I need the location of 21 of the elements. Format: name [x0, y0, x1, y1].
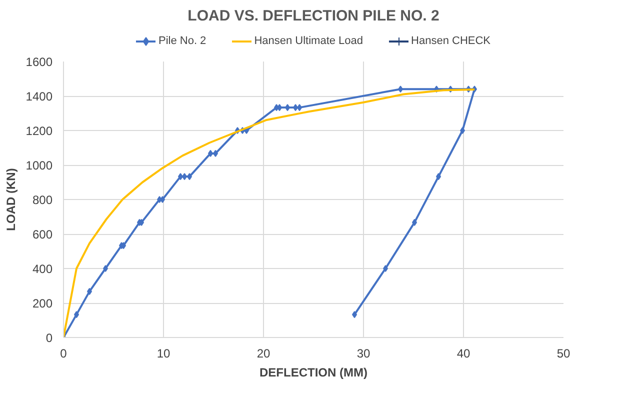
x-tick-label: 40 [456, 346, 470, 360]
y-tick-label: 800 [32, 193, 53, 207]
x-axis-title: DEFLECTION (MM) [260, 366, 368, 380]
y-tick-label: 0 [46, 331, 53, 345]
y-tick-label: 1200 [26, 124, 53, 138]
y-tick-label: 1400 [26, 90, 53, 104]
x-tick-label: 20 [256, 346, 270, 360]
x-tick-label: 50 [556, 346, 570, 360]
legend-label: Pile No. 2 [158, 35, 206, 47]
y-tick-label: 600 [32, 228, 53, 242]
x-tick-label: 0 [60, 346, 68, 360]
y-axis-title: LOAD (KN) [4, 168, 18, 231]
x-tick-label: 30 [356, 346, 370, 360]
chart-title: LOAD VS. DEFLECTION PILE NO. 2 [188, 8, 440, 24]
x-tick-label: 10 [156, 346, 170, 360]
legend-label: Hansen Ultimate Load [254, 35, 364, 47]
y-tick-label: 1000 [26, 158, 53, 172]
y-tick-label: 200 [32, 296, 53, 310]
y-tick-label: 1600 [26, 55, 53, 69]
legend-label: Hansen CHECK [411, 35, 491, 47]
y-tick-label: 400 [32, 262, 53, 276]
